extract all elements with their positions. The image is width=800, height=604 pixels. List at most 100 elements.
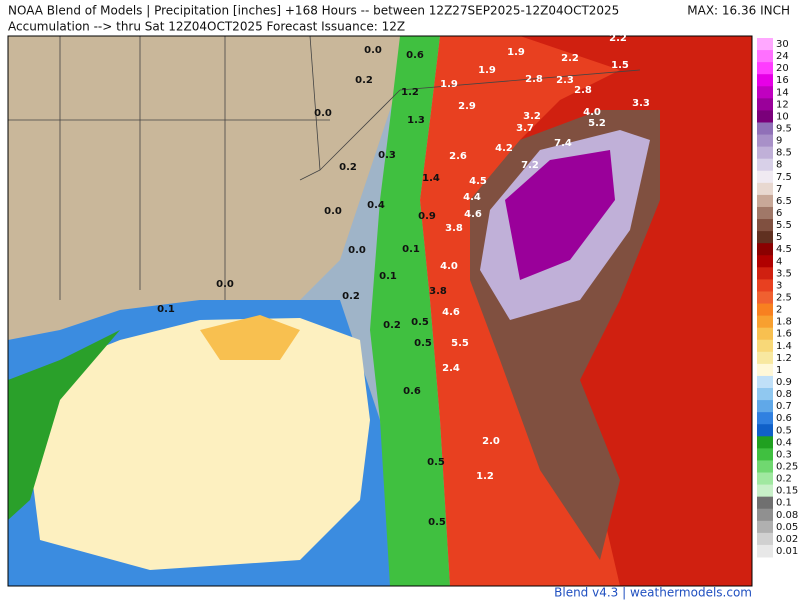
legend-label: 6.5: [776, 196, 792, 207]
map-value-label: 1.4: [422, 173, 440, 184]
legend-swatch: [757, 472, 773, 486]
map-value-label: 2.0: [482, 436, 500, 447]
map-value-label: 0.0: [364, 45, 382, 56]
legend-label: 5: [776, 232, 782, 243]
legend-swatch: [757, 267, 773, 280]
legend-label: 3: [776, 280, 782, 291]
legend-swatch: [757, 62, 773, 75]
legend-swatch: [757, 448, 773, 461]
legend-label: 0.02: [776, 534, 798, 545]
map-value-label: 0.1: [379, 271, 397, 282]
legend-swatch: [757, 158, 773, 172]
legend-swatch: [757, 194, 773, 208]
legend-swatch: [757, 375, 773, 389]
map-value-label: 2.3: [556, 75, 574, 86]
map-value-label: 2.6: [449, 151, 467, 162]
legend-swatch: [757, 303, 773, 317]
legend-swatch: [757, 436, 773, 449]
legend-swatch: [757, 496, 773, 510]
legend-label: 0.9: [776, 377, 792, 388]
map-value-label: 1.5: [611, 60, 629, 71]
legend-label: 0.1: [776, 498, 792, 509]
legend-swatch: [757, 110, 773, 123]
map-value-label: 0.2: [383, 320, 401, 331]
map-value-label: 0.0: [314, 108, 332, 119]
map-value-label: 2.2: [609, 33, 627, 44]
map-value-label: 3.8: [445, 223, 463, 234]
legend-swatch: [757, 484, 773, 498]
map-value-label: 1.9: [440, 79, 458, 90]
legend-swatch: [757, 351, 773, 365]
legend-swatch: [757, 315, 773, 329]
legend-swatch: [757, 74, 773, 87]
legend-label: 0.05: [776, 522, 798, 533]
legend-label: 3.5: [776, 268, 792, 279]
legend-swatch: [757, 182, 773, 196]
map-value-label: 4.5: [469, 176, 487, 187]
legend-swatch: [757, 388, 773, 401]
map-value-label: 1.2: [476, 471, 494, 482]
legend-label: 0.3: [776, 449, 792, 460]
legend-swatch: [757, 206, 773, 220]
map-value-label: 1.9: [478, 65, 496, 76]
legend-label: 7: [776, 184, 782, 195]
legend-swatch: [757, 520, 773, 534]
map-value-label: 0.5: [411, 317, 429, 328]
map-value-label: 1.2: [401, 87, 419, 98]
legend-label: 1.8: [776, 317, 792, 328]
legend-label: 1.4: [776, 341, 792, 352]
legend-swatch: [757, 98, 773, 111]
legend-label: 7.5: [776, 172, 792, 183]
legend-swatch: [757, 460, 773, 474]
legend-label: 1: [776, 365, 782, 376]
map-value-label: 0.5: [428, 517, 446, 528]
legend-label: 9: [776, 136, 782, 147]
legend-label: 0.8: [776, 389, 792, 400]
map-value-label: 3.8: [429, 286, 447, 297]
legend-label: 8: [776, 160, 782, 171]
map-value-label: 4.0: [583, 107, 601, 118]
legend-label: 4.5: [776, 244, 792, 255]
header-title: NOAA Blend of Models | Precipitation [in…: [8, 4, 619, 18]
legend-swatch: [757, 327, 773, 341]
legend-swatch: [757, 532, 773, 546]
footer-credit: Blend v4.3 | weathermodels.com: [554, 586, 752, 600]
legend-swatch: [757, 122, 773, 136]
map-value-label: 0.6: [406, 50, 424, 61]
map-value-label: 2.4: [442, 363, 460, 374]
map-value-label: 4.6: [464, 209, 482, 220]
map-value-label: 0.5: [427, 457, 445, 468]
map-value-label: 0.9: [418, 211, 436, 222]
legend-swatch: [757, 86, 773, 99]
map-value-label: 1.3: [407, 115, 425, 126]
map-value-label: 4.4: [463, 192, 481, 203]
map-value-label: 3.3: [632, 98, 650, 109]
max-value: MAX: 16.36 INCH: [687, 4, 790, 18]
map-value-label: 0.2: [339, 162, 357, 173]
map-value-label: 0.2: [342, 291, 360, 302]
legend-label: 0.2: [776, 474, 792, 485]
legend-label: 8.5: [776, 148, 792, 159]
legend-swatch: [757, 255, 773, 268]
map-value-label: 0.3: [378, 150, 396, 161]
legend-label: 14: [776, 87, 789, 98]
legend-swatch: [757, 279, 773, 292]
legend-label: 1.2: [776, 353, 792, 364]
legend-swatch: [757, 339, 773, 353]
map-value-label: 0.0: [348, 245, 366, 256]
map-value-label: 0.4: [367, 200, 385, 211]
map-value-label: 0.0: [324, 206, 342, 217]
map-value-label: 2.2: [561, 53, 579, 64]
legend-label: 20: [776, 63, 789, 74]
legend-label: 10: [776, 111, 789, 122]
legend-label: 0.7: [776, 401, 792, 412]
legend-label: 0.4: [776, 437, 792, 448]
map: [7, 35, 753, 587]
map-value-label: 0.0: [216, 279, 234, 290]
legend-label: 2.5: [776, 293, 792, 304]
legend-swatch: [757, 231, 773, 244]
map-value-label: 1.9: [507, 47, 525, 58]
legend-label: 4: [776, 256, 782, 267]
legend-swatch: [757, 146, 773, 160]
